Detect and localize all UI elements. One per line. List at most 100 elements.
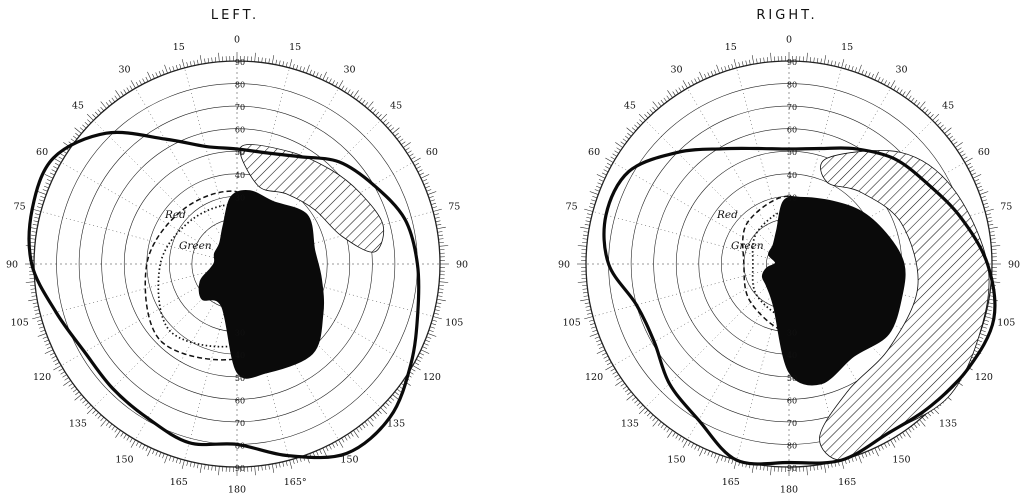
scale-tick — [275, 59, 277, 65]
scale-tick — [32, 224, 38, 226]
scale-tick — [34, 309, 40, 312]
scale-tick — [861, 69, 864, 75]
scale-tick — [92, 409, 97, 414]
scale-tick — [890, 439, 896, 448]
scale-tick — [582, 288, 588, 290]
scale-tick — [644, 114, 649, 119]
scale-tick — [877, 76, 881, 82]
scale-tick — [344, 87, 348, 92]
scale-tick — [924, 414, 929, 419]
scale-tick — [186, 460, 189, 466]
scale-tick — [416, 166, 421, 169]
scale-tick — [62, 374, 67, 378]
scale-tick — [367, 101, 374, 109]
scale-tick — [590, 323, 595, 326]
scale-tick — [316, 450, 319, 456]
scale-tick — [612, 153, 617, 157]
scale-tick — [309, 69, 312, 75]
scale-tick — [114, 95, 118, 100]
scale-tick — [601, 172, 607, 176]
scale-tick — [584, 316, 593, 320]
scale-tick — [193, 462, 196, 468]
scale-tick — [338, 439, 344, 448]
scale-tick — [436, 302, 442, 304]
scale-tick — [707, 72, 710, 78]
scale-tick — [957, 147, 962, 151]
scale-tick — [591, 326, 597, 329]
scale-tick — [861, 453, 864, 459]
scale-tick — [427, 191, 437, 195]
scale-tick — [341, 437, 345, 443]
scale-tick — [135, 441, 139, 447]
meridian-315 — [645, 120, 790, 265]
scale-tick — [422, 179, 428, 182]
scale-tick — [666, 428, 670, 433]
scale-tick — [97, 414, 102, 419]
scale-tick — [902, 432, 906, 437]
scale-tick — [687, 441, 691, 447]
scale-tick — [197, 463, 199, 469]
ring-label: 70 — [787, 103, 797, 112]
scale-tick — [916, 102, 921, 107]
scale-tick — [908, 95, 912, 100]
scale-tick — [390, 396, 395, 401]
scale-tick — [854, 455, 857, 461]
scale-tick — [296, 458, 299, 463]
scale-tick — [988, 302, 994, 304]
scale-tick — [733, 59, 737, 68]
degree-label: 105 — [997, 318, 1015, 329]
scale-tick — [848, 65, 851, 70]
scale-tick — [433, 316, 442, 320]
scale-tick — [588, 206, 594, 209]
scale-tick — [92, 114, 97, 119]
scale-tick — [667, 430, 673, 438]
scale-tick — [809, 465, 812, 471]
scale-tick — [45, 343, 51, 346]
scale-tick — [606, 162, 612, 166]
scale-tick — [691, 80, 694, 85]
degree-label: 150 — [892, 454, 910, 465]
scale-tick — [660, 423, 665, 429]
degree-label: 45 — [942, 100, 954, 111]
scale-tick — [756, 58, 758, 64]
scale-tick — [72, 135, 78, 140]
scale-tick — [158, 71, 162, 76]
scale-tick — [652, 106, 657, 111]
scale-tick — [319, 449, 322, 455]
scale-tick — [108, 423, 113, 429]
scale-tick — [189, 461, 192, 467]
scale-tick — [622, 138, 628, 143]
scale-tick — [372, 109, 377, 114]
scale-tick — [164, 64, 168, 74]
scale-tick — [436, 298, 446, 302]
scale-tick — [636, 121, 641, 126]
scale-tick — [271, 463, 275, 473]
scale-tick — [985, 213, 991, 216]
scale-tick — [204, 464, 206, 470]
scale-tick — [932, 113, 940, 121]
ring-label: 30 — [235, 193, 245, 202]
scale-tick — [721, 455, 724, 461]
scale-tick — [961, 153, 966, 157]
scale-tick — [74, 394, 82, 401]
scale-tick — [987, 305, 993, 308]
scale-tick — [175, 458, 178, 463]
scale-tick — [257, 465, 260, 471]
scale-tick — [596, 349, 606, 354]
scale-tick — [652, 419, 659, 427]
relative-defect-area — [239, 144, 384, 253]
scale-tick — [425, 185, 430, 189]
scale-tick — [358, 425, 363, 431]
scale-tick — [827, 463, 829, 469]
scale-tick — [631, 396, 636, 401]
scale-tick — [626, 394, 634, 401]
scale-tick — [916, 421, 921, 426]
scale-tick — [367, 419, 374, 427]
scale-tick — [53, 365, 62, 371]
scale-tick — [616, 377, 621, 381]
ring-label: 30 — [787, 329, 797, 338]
scale-tick — [87, 404, 92, 409]
scale-tick — [694, 444, 698, 450]
scale-tick — [646, 412, 651, 417]
ring-label: 90 — [787, 58, 797, 67]
